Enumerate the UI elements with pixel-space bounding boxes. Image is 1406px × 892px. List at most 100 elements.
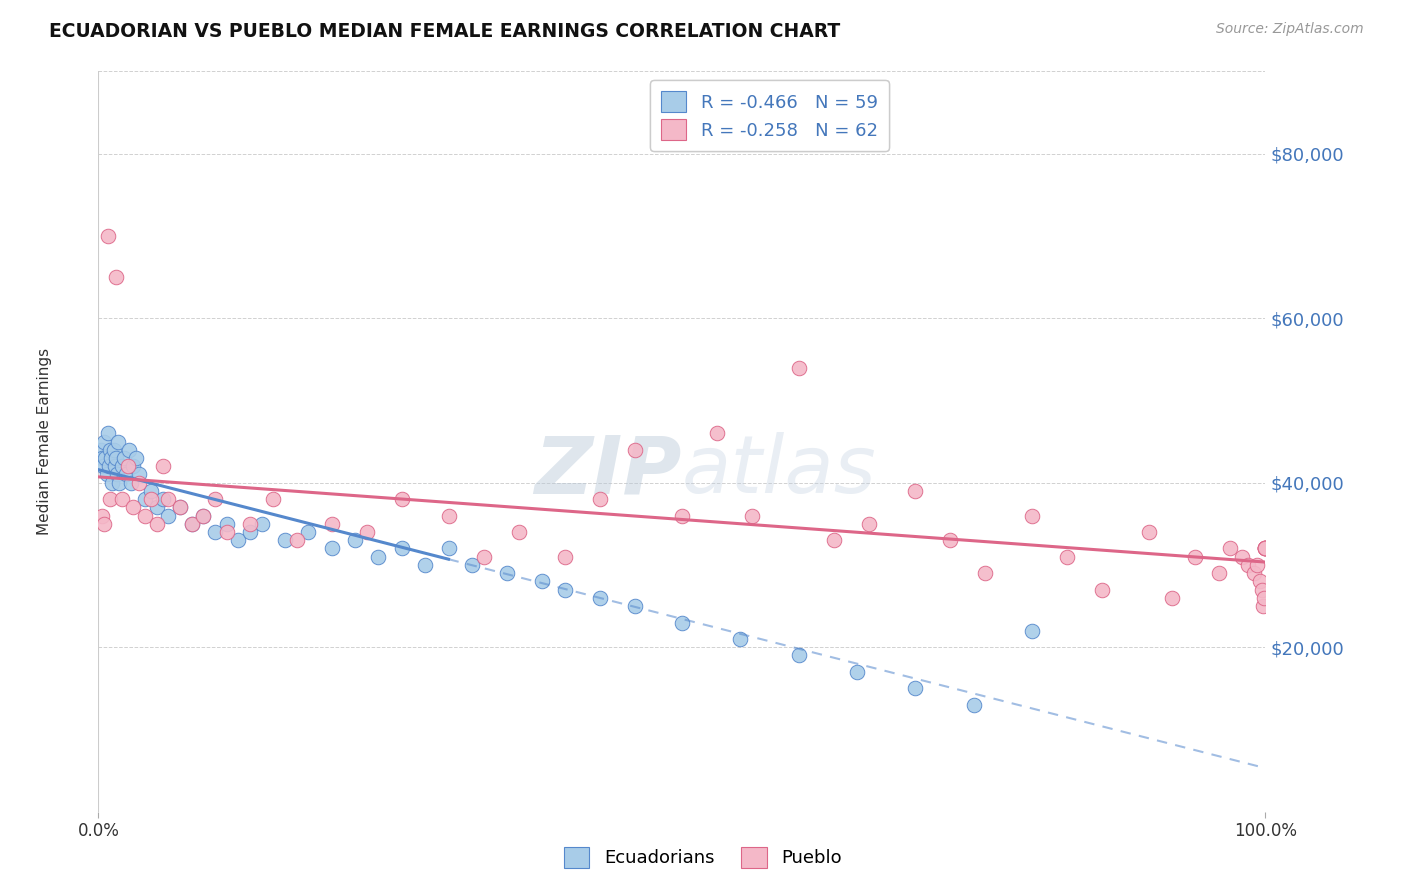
Point [146,516,169,531]
Point [391,541,413,556]
Point [90,450,112,465]
Point [152,492,174,507]
Point [1056,549,1078,564]
Point [97,459,120,474]
Point [437,508,460,523]
Point [624,442,647,457]
Point [1230,549,1253,564]
Point [321,516,343,531]
Point [741,508,763,523]
Text: ECUADORIAN VS PUEBLO MEDIAN FEMALE EARNINGS CORRELATION CHART: ECUADORIAN VS PUEBLO MEDIAN FEMALE EARNI… [49,22,841,41]
Point [94,450,117,465]
Point [262,492,284,507]
Point [180,516,202,531]
Point [671,615,693,630]
Point [128,467,150,482]
Point [787,648,810,663]
Point [105,467,128,482]
Point [904,681,927,696]
Point [193,508,215,523]
Point [974,566,997,581]
Point [730,632,752,646]
Point [1208,566,1230,581]
Point [939,533,962,548]
Point [437,541,460,556]
Point [93,434,115,449]
Point [96,467,118,482]
Point [193,508,215,523]
Point [1254,541,1277,556]
Point [128,475,150,490]
Point [104,450,127,465]
Point [1137,524,1160,539]
Point [1243,566,1265,581]
Point [624,599,647,613]
Point [1091,582,1114,597]
Point [554,582,576,597]
Point [1253,591,1275,605]
Point [134,492,156,507]
Point [706,426,728,441]
Point [413,558,436,572]
Point [858,516,880,531]
Point [1254,541,1277,556]
Point [1184,549,1206,564]
Point [1161,591,1184,605]
Point [180,516,202,531]
Point [285,533,308,548]
Point [1021,508,1043,523]
Point [250,516,273,531]
Point [228,533,250,548]
Point [204,492,226,507]
Point [112,450,135,465]
Point [1219,541,1241,556]
Point [93,516,115,531]
Point [111,492,134,507]
Point [104,270,127,285]
Point [122,500,145,515]
Text: Source: ZipAtlas.com: Source: ZipAtlas.com [1216,22,1364,37]
Point [97,426,120,441]
Point [356,524,378,539]
Point [1249,574,1271,589]
Point [367,549,389,564]
Point [122,459,145,474]
Point [297,524,319,539]
Point [98,492,121,507]
Point [846,665,869,679]
Point [1254,541,1277,556]
Point [461,558,484,572]
Point [90,442,112,457]
Point [321,541,343,556]
Point [1254,541,1277,556]
Point [90,508,112,523]
Point [671,508,693,523]
Point [152,459,174,474]
Y-axis label: Median Female Earnings: Median Female Earnings [37,348,52,535]
Point [146,500,169,515]
Point [117,459,139,474]
Point [97,228,120,243]
Text: atlas: atlas [682,432,877,510]
Text: ZIP: ZIP [534,432,682,510]
Point [215,516,238,531]
Point [1251,599,1274,613]
Point [204,524,226,539]
Point [104,459,127,474]
Point [904,483,927,498]
Point [1246,558,1268,572]
Point [108,475,131,490]
Point [344,533,367,548]
Point [98,442,121,457]
Point [1254,541,1277,556]
Point [157,508,180,523]
Point [157,492,180,507]
Point [139,492,162,507]
Point [239,524,262,539]
Point [823,533,845,548]
Legend: R = -0.466   N = 59, R = -0.258   N = 62: R = -0.466 N = 59, R = -0.258 N = 62 [651,80,889,151]
Point [239,516,262,531]
Point [1251,582,1274,597]
Legend: Ecuadorians, Pueblo: Ecuadorians, Pueblo [554,836,852,879]
Point [1021,624,1043,638]
